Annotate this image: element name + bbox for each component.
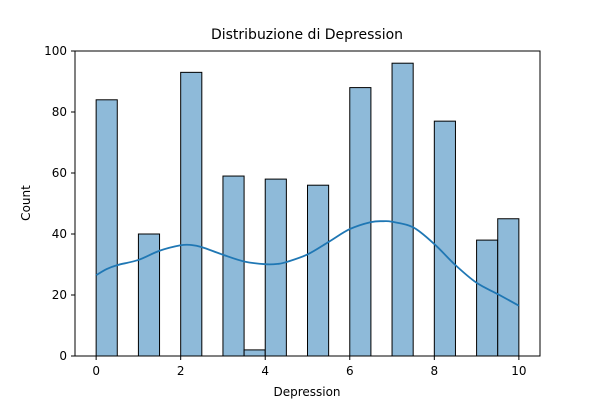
histogram-bar — [433, 120, 456, 357]
histogram-bar — [476, 239, 499, 357]
histogram-bar — [222, 175, 245, 357]
histogram-bar — [95, 99, 118, 357]
axes-frame — [74, 50, 541, 357]
x-tick-label: 6 — [346, 364, 354, 378]
histogram-bar — [264, 178, 287, 357]
histogram-bar — [349, 87, 372, 357]
bars-layer — [95, 62, 520, 357]
y-tick-label: 100 — [44, 44, 67, 58]
y-tick-label: 20 — [52, 288, 67, 302]
y-tick-label: 80 — [52, 105, 67, 119]
histogram-bar — [307, 184, 330, 357]
x-tick-label: 4 — [261, 364, 269, 378]
y-tick-label: 60 — [52, 166, 67, 180]
x-tick-label: 2 — [177, 364, 185, 378]
x-tick-label: 0 — [92, 364, 100, 378]
x-axis-label: Depression — [273, 385, 340, 399]
x-tick-label: 8 — [430, 364, 438, 378]
y-axis-label: Count — [19, 185, 33, 221]
kde-line — [95, 220, 520, 307]
histogram-bar — [497, 218, 520, 357]
histogram-bar — [243, 349, 266, 357]
histogram-bar — [391, 62, 414, 357]
y-tick-label: 40 — [52, 227, 67, 241]
plot-frame — [74, 50, 541, 357]
histogram-bar — [180, 71, 203, 357]
x-tick-label: 10 — [511, 364, 526, 378]
x-axis-ticks: 0 2 4 6 8 10 — [92, 356, 527, 378]
chart-title: Distribuzione di Depression — [211, 27, 403, 43]
y-tick-label: 0 — [59, 349, 67, 363]
y-axis-ticks: 0 20 40 60 80 100 — [44, 44, 75, 363]
